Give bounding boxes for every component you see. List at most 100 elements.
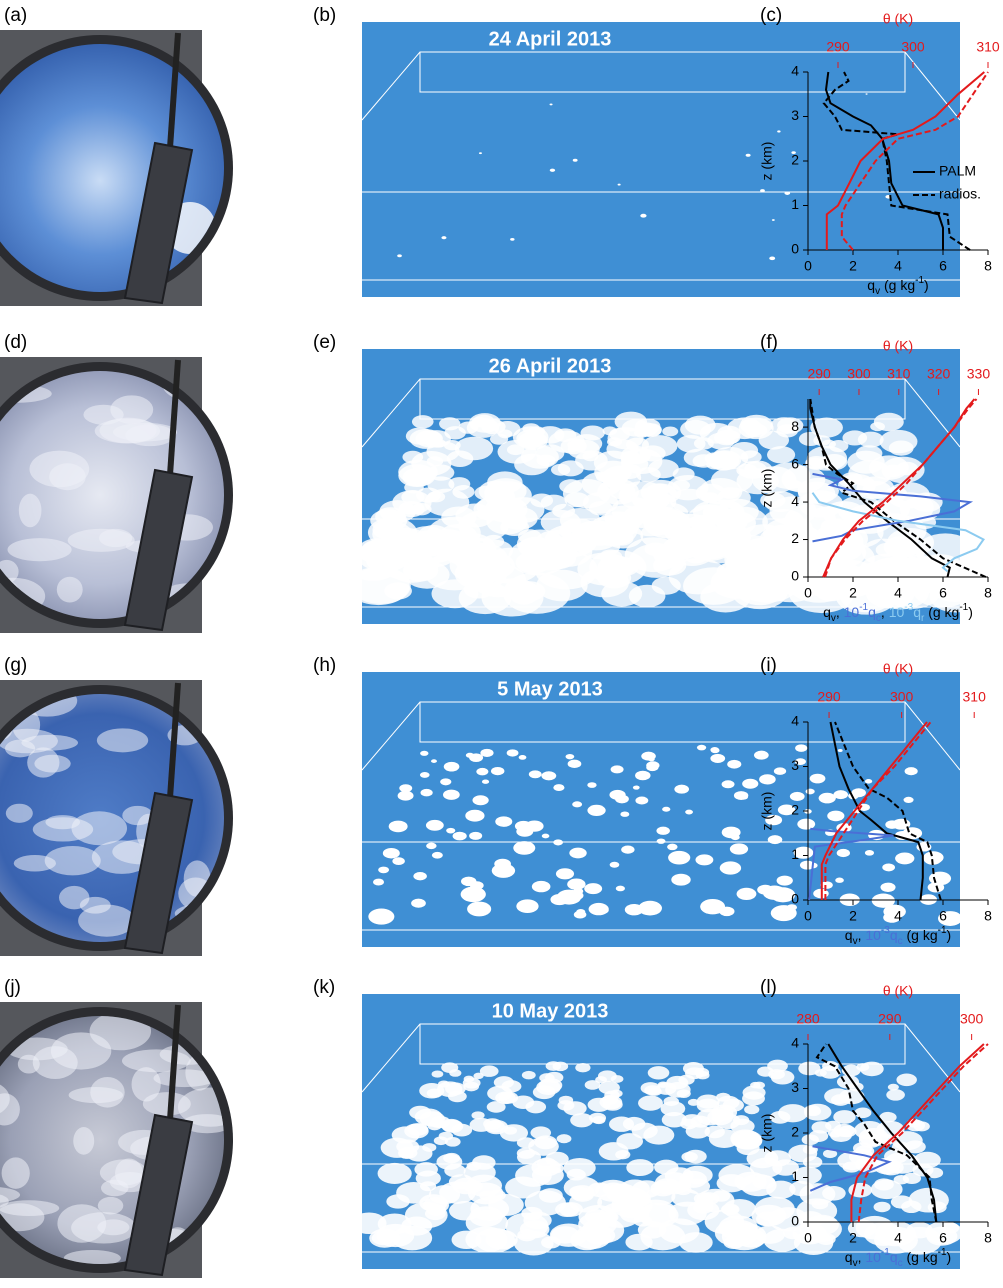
cloud — [904, 767, 918, 776]
cloud — [771, 219, 775, 221]
cloud — [727, 417, 763, 440]
cloud — [377, 1213, 412, 1235]
photo-cloud — [34, 754, 71, 773]
cloud — [903, 796, 914, 803]
photo-cloud — [56, 576, 83, 603]
x-tick-label: 4 — [894, 585, 902, 601]
cloud — [779, 527, 827, 558]
photo-cloud — [96, 728, 149, 753]
cloud — [742, 778, 759, 789]
cloud — [515, 551, 552, 574]
x-axis-label-part: -1 — [859, 602, 868, 613]
cloud — [904, 1140, 926, 1154]
arm — [123, 791, 194, 955]
cloud — [683, 567, 745, 605]
cloud — [704, 1125, 725, 1139]
x-tick-label: 6 — [939, 1230, 947, 1246]
cloud — [809, 773, 826, 784]
cloud — [701, 492, 719, 504]
x-axis-label: qv, 10-1qc (g kg-1) — [845, 1247, 951, 1269]
cloud — [707, 432, 735, 450]
x-axis-label-part: 10 — [889, 604, 905, 620]
cloud — [854, 1107, 872, 1118]
x-axis-label-part: ) — [947, 927, 952, 943]
sky-photo — [0, 680, 233, 956]
cloud — [584, 1080, 601, 1090]
y-tick-label: 4 — [791, 493, 799, 509]
cloud — [798, 431, 822, 446]
cloud — [753, 1081, 765, 1089]
cloud — [443, 789, 460, 800]
profile-line — [834, 721, 942, 901]
cloud — [371, 1231, 395, 1246]
cloud — [567, 440, 582, 450]
cloud — [525, 820, 544, 832]
cloud — [668, 850, 691, 865]
y-axis-label: z (km) — [759, 469, 775, 508]
cloud — [419, 1181, 437, 1192]
y-tick-label: 0 — [791, 891, 799, 907]
photo-cloud — [0, 1200, 60, 1216]
cloud — [538, 1078, 563, 1093]
cloud — [710, 747, 720, 754]
cloud — [449, 546, 511, 585]
cloud — [545, 1061, 562, 1071]
cloud — [599, 549, 623, 564]
cloud — [912, 570, 973, 608]
cloud — [719, 861, 742, 875]
cloud — [665, 1081, 691, 1098]
x2-tick-label: 280 — [796, 1011, 820, 1027]
cloud — [640, 213, 647, 218]
cloud — [516, 899, 539, 914]
cloud — [781, 561, 818, 585]
cloud — [431, 759, 437, 763]
cloud — [671, 873, 691, 886]
photo-cloud — [131, 1067, 161, 1102]
cloud — [873, 412, 904, 432]
cloud — [792, 1166, 822, 1185]
cloud — [870, 1179, 903, 1200]
cloud — [794, 758, 806, 766]
cloud — [573, 910, 587, 919]
cloud — [636, 467, 661, 483]
cloud — [572, 801, 583, 808]
domain-edge — [419, 52, 906, 93]
cloud — [452, 831, 467, 841]
cloud — [518, 755, 527, 760]
cloud — [480, 748, 494, 757]
cloud — [683, 448, 713, 467]
cloud — [567, 759, 582, 769]
cloud — [570, 1229, 604, 1251]
cloud — [569, 847, 587, 859]
panel-label: (a) — [4, 5, 27, 26]
cloud — [411, 503, 432, 516]
y-tick-label: 2 — [791, 1124, 799, 1140]
y-axis-label: z (km) — [759, 792, 775, 831]
x-axis-label-part: q — [913, 604, 921, 620]
cloud — [420, 788, 433, 797]
cloud — [767, 835, 783, 845]
cloud — [729, 843, 749, 855]
cloud — [414, 1162, 438, 1177]
cloud — [887, 1083, 899, 1091]
cloud — [555, 1202, 580, 1218]
cloud — [882, 863, 896, 872]
cloud — [513, 841, 536, 855]
cloud — [871, 893, 895, 908]
cloud — [835, 576, 898, 615]
cloud — [874, 1226, 918, 1254]
x-axis-label-part: -3 — [881, 925, 890, 936]
cloud — [621, 445, 652, 465]
photo-cloud — [5, 803, 33, 823]
cloud — [676, 434, 706, 453]
cloud — [571, 520, 621, 551]
y-tick-label: 3 — [791, 757, 799, 773]
cloud — [684, 1149, 707, 1164]
render-title: 26 April 2013 — [489, 355, 612, 377]
x2-tick-label: 300 — [847, 366, 871, 382]
cloud — [660, 1101, 686, 1117]
x-axis-label-part: -1 — [959, 602, 968, 613]
photo-cloud — [17, 1054, 40, 1074]
cloud — [751, 1204, 787, 1227]
x-axis-label-part: (g kg — [880, 277, 915, 293]
